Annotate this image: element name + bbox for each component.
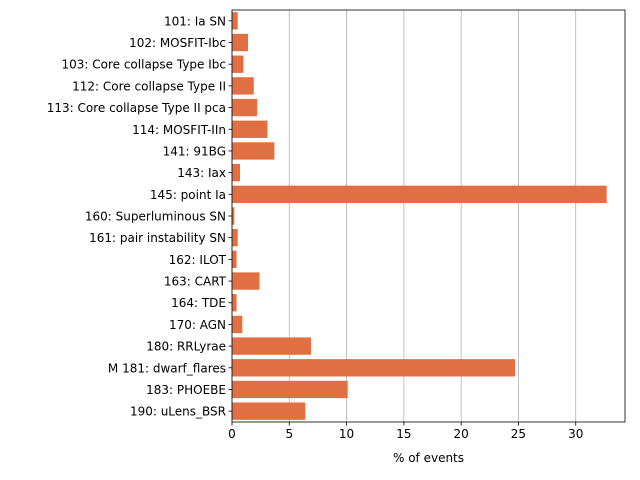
x-tick-label: 30 xyxy=(568,427,583,441)
y-tick-label: 164: TDE xyxy=(171,296,226,310)
y-tick-label: 190: uLens_BSR xyxy=(130,405,226,419)
x-tick-label: 0 xyxy=(228,427,236,441)
y-axis-ticks: 101: Ia SN 102: MOSFIT-Ibc 103: Core colla… xyxy=(47,14,232,419)
bar xyxy=(232,120,268,138)
x-tick-label: 15 xyxy=(396,427,411,441)
bars xyxy=(232,12,607,420)
x-tick-label: 5 xyxy=(285,427,293,441)
y-tick-label: 103: Core collapse Type Ibc xyxy=(61,58,226,72)
y-tick-label: 180: RRLyrae xyxy=(146,340,226,354)
y-tick-label: 161: pair instability SN xyxy=(89,231,226,245)
y-tick-label: 170: AGN xyxy=(169,318,226,332)
bar xyxy=(232,142,275,160)
bar xyxy=(232,294,237,312)
plot-frame xyxy=(231,9,626,423)
y-tick-label: 102: MOSFIT-Ibc xyxy=(129,36,226,50)
bar xyxy=(232,12,238,30)
y-tick-label: 114: MOSFIT-IIn xyxy=(132,123,226,137)
y-tick-label: 183: PHOEBE xyxy=(146,383,226,397)
x-tick-label: 25 xyxy=(511,427,526,441)
y-tick-label: M 181: dwarf_flares xyxy=(108,361,226,375)
bar xyxy=(232,77,254,95)
y-tick-label: 101: Ia SN xyxy=(164,14,226,28)
y-tick-label: 162: ILOT xyxy=(169,253,227,267)
bar xyxy=(232,229,238,247)
y-tick-label: 160: Superluminous SN xyxy=(85,210,226,224)
bar xyxy=(232,315,243,334)
x-axis-label: % of events xyxy=(393,451,464,465)
x-tick-label: 10 xyxy=(339,427,354,441)
bar xyxy=(232,55,244,73)
x-axis-ticks: 0 5 10 15 20 25 30 xyxy=(228,422,583,441)
bar xyxy=(232,380,348,399)
y-tick-label: 143: Iax xyxy=(177,166,226,180)
bar xyxy=(232,337,312,355)
bar xyxy=(232,402,306,420)
x-tick-label: 20 xyxy=(454,427,469,441)
y-tick-label: 112: Core collapse Type II xyxy=(72,79,226,93)
bar xyxy=(232,163,241,182)
y-tick-label: 163: CART xyxy=(164,275,227,289)
bar xyxy=(232,185,607,203)
bar xyxy=(232,33,249,52)
y-tick-label: 113: Core collapse Type II pca xyxy=(47,101,226,115)
axes-frame xyxy=(231,9,626,423)
y-tick-label: 145: point Ia xyxy=(150,188,226,202)
y-tick-label: 141: 91BG xyxy=(163,144,226,158)
bar xyxy=(232,207,235,225)
grid-lines xyxy=(231,10,577,422)
bar xyxy=(232,98,258,117)
bar xyxy=(232,359,516,377)
bar xyxy=(232,272,260,290)
bar xyxy=(232,250,237,269)
